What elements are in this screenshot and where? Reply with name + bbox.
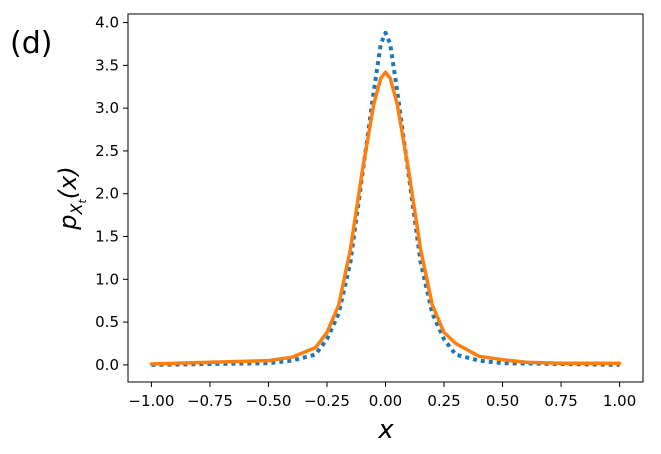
y-tick-label: 2.0 xyxy=(95,185,119,203)
x-tick-label: −0.50 xyxy=(245,392,291,410)
y-axis-ticks: 0.0 0.5 1.0 1.5 2.0 2.5 3.0 3.5 4.0 xyxy=(95,14,128,374)
y-tick-label: 3.5 xyxy=(95,56,119,74)
x-tick-label: −0.75 xyxy=(187,392,233,410)
y-tick-label: 1.5 xyxy=(95,228,119,246)
y-tick-label: 0.5 xyxy=(95,313,119,331)
y-tick-label: 1.0 xyxy=(95,270,119,288)
series-line-2 xyxy=(149,70,622,366)
y-tick-label: 2.5 xyxy=(95,142,119,160)
y-tick-label: 4.0 xyxy=(95,14,119,32)
panel-label: (d) xyxy=(10,26,52,61)
x-tick-label: 0.75 xyxy=(544,392,577,410)
x-tick-label: −0.25 xyxy=(304,392,350,410)
plot-area xyxy=(149,30,622,367)
x-tick-label: 0.00 xyxy=(369,392,402,410)
plot-frame xyxy=(127,13,644,383)
series-line-1 xyxy=(151,30,620,367)
y-axis-label: pXt(x) xyxy=(54,166,89,230)
x-tick-label: 1.00 xyxy=(603,392,636,410)
x-axis-label: x xyxy=(377,415,394,445)
x-tick-label: 0.25 xyxy=(427,392,460,410)
y-tick-label: 0.0 xyxy=(95,356,119,374)
y-tick-label: 3.0 xyxy=(95,99,119,117)
x-tick-label: 0.50 xyxy=(486,392,519,410)
x-axis-ticks: −1.00 −0.75 −0.50 −0.25 0.00 0.25 0.50 0.75 1.00 xyxy=(128,382,636,410)
x-tick-label: −1.00 xyxy=(128,392,174,410)
